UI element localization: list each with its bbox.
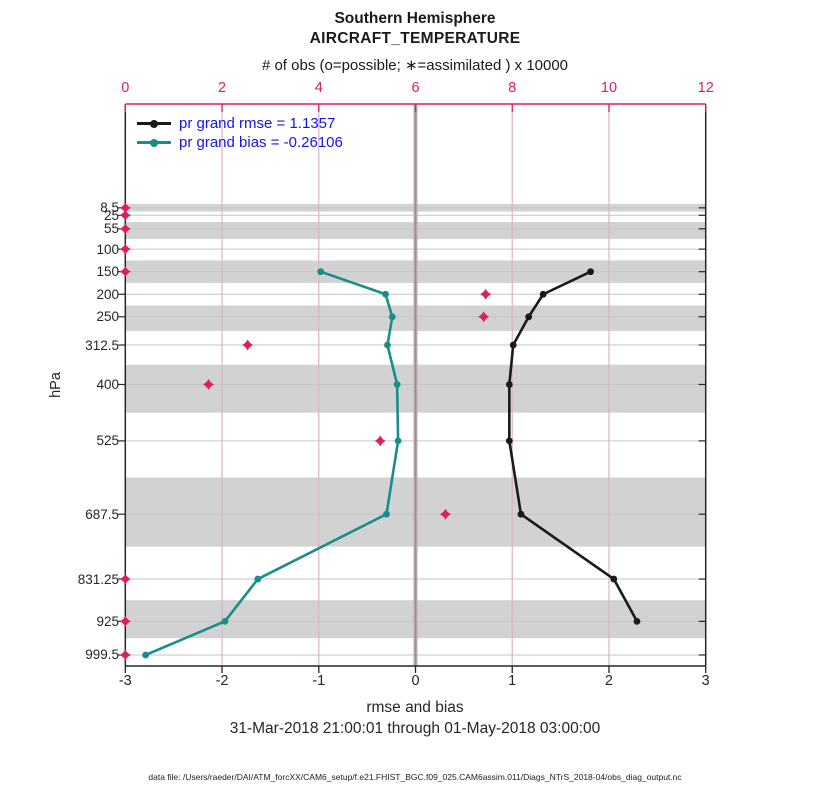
possible-circle-icon: [122, 268, 129, 275]
obs-count-marker: [202, 378, 215, 391]
top-axis-label: # of obs (o=possible; ∗=assimilated ) x …: [261, 57, 569, 74]
possible-circle-icon: [205, 381, 212, 388]
pr-grand-bias-point: [221, 617, 229, 625]
obs-count-marker: [119, 573, 131, 585]
bottom-axis-tick-label: 1: [508, 673, 517, 689]
possible-circle-icon: [122, 212, 129, 219]
obs-count-marker: [119, 266, 131, 278]
pr-grand-rmse-point: [610, 575, 618, 583]
pressure-level-label: 100: [96, 241, 119, 257]
pr-grand-rmse-point: [505, 437, 513, 445]
top-axis-tick-label: 6: [411, 80, 420, 96]
bottom-axis-tick-label: -2: [215, 673, 229, 689]
obs-count-marker: [374, 435, 386, 447]
possible-circle-icon: [122, 651, 129, 659]
pressure-level-label: 55: [103, 221, 119, 237]
pr-grand-bias-point: [388, 313, 396, 321]
y-axis-label: hPa: [48, 372, 64, 398]
pressure-level-label: 400: [96, 376, 119, 392]
bottom-axis-tick-label: -1: [312, 673, 326, 689]
obs-count-marker: [119, 223, 131, 235]
obs-count-marker: [119, 209, 131, 221]
possible-circle-icon: [122, 204, 129, 211]
possible-circle-icon: [244, 341, 251, 349]
possible-circle-icon: [442, 511, 449, 518]
legend-entry-label: pr grand rmse = 1.1357: [179, 115, 336, 132]
pr-grand-rmse-point: [587, 268, 594, 276]
pr-grand-bias-line: [144, 270, 400, 657]
possible-circle-icon: [122, 225, 129, 232]
pressure-level-label: 312.5: [85, 337, 119, 353]
obs-count-marker: [119, 202, 131, 214]
legend-entry: pr grand bias = -0.26106: [137, 133, 343, 152]
top-axis-tick-label: 4: [314, 80, 323, 96]
bottom-axis-tick-label: 0: [411, 673, 420, 689]
top-axis-tick-label: 8: [508, 80, 517, 96]
x-axis-label: rmse and bias: [366, 699, 464, 716]
pr-grand-rmse-point: [539, 290, 547, 298]
pr-grand-bias-point: [254, 575, 262, 583]
pr-grand-rmse-point: [517, 510, 525, 518]
pr-grand-rmse-point: [505, 381, 513, 388]
pr-grand-rmse-point: [525, 313, 533, 321]
obs-count-marker: [439, 508, 452, 520]
obs-count-marker: [119, 649, 131, 661]
pressure-level-label: 687.5: [85, 506, 119, 522]
pressure-level-label: 925: [96, 613, 119, 629]
bottom-axis-tick-label: -3: [118, 673, 132, 689]
top-axis-tick-label: 12: [697, 80, 714, 96]
obs-count-marker: [242, 339, 254, 351]
legend-line-marker-icon: [137, 138, 171, 148]
pressure-level-label: 525: [96, 433, 119, 449]
data-file-path: data file: /Users/raeder/DAI/ATM_forcXX/…: [148, 772, 682, 782]
legend-line-marker-icon: [137, 119, 171, 129]
time-span-label: 31-Mar-2018 21:00:01 through 01-May-2018…: [229, 720, 601, 737]
plot-title-region: Southern Hemisphere: [334, 10, 496, 27]
obs-count-marker: [478, 311, 490, 323]
possible-circle-icon: [480, 313, 487, 320]
legend-entry-label: pr grand bias = -0.26106: [179, 134, 343, 151]
possible-circle-icon: [482, 291, 489, 298]
obs-count-marker: [480, 288, 492, 300]
pr-grand-bias-point: [383, 510, 390, 518]
pr-grand-rmse-point: [509, 341, 517, 349]
pressure-level-label: 200: [96, 286, 119, 302]
possible-circle-icon: [122, 618, 129, 625]
pr-grand-rmse-point: [633, 617, 641, 625]
bottom-axis-tick-label: 3: [701, 673, 710, 689]
possible-circle-icon: [122, 575, 129, 583]
obs-count-marker: [119, 243, 131, 255]
pressure-level-label: 999.5: [85, 647, 119, 663]
top-axis-tick-label: 2: [217, 80, 227, 96]
pr-grand-bias-point: [393, 381, 401, 388]
obs-count-marker: [119, 615, 131, 627]
top-axis-tick-label: 0: [121, 80, 130, 96]
pressure-level-label: 150: [96, 264, 119, 280]
pr-grand-bias-point: [384, 341, 391, 349]
possible-circle-icon: [122, 246, 129, 253]
pr-grand-bias-point: [317, 268, 325, 276]
top-axis-tick-label: 10: [600, 80, 618, 96]
bottom-axis-tick-label: 2: [604, 673, 613, 689]
pressure-level-label: 831.25: [77, 571, 119, 587]
legend-entry: pr grand rmse = 1.1357: [137, 114, 343, 133]
pr-grand-bias-point: [142, 651, 150, 659]
plot-title-variable: AIRCRAFT_TEMPERATURE: [309, 30, 521, 47]
pr-grand-bias-point: [394, 437, 402, 445]
pressure-level-label: 250: [96, 309, 119, 325]
pressure-level-label: 8.5: [100, 200, 119, 216]
pressure-level-label: 25: [103, 207, 119, 223]
legend: pr grand rmse = 1.1357 pr grand bias = -0…: [137, 114, 343, 152]
pr-grand-bias-point: [382, 290, 389, 298]
possible-circle-icon: [377, 437, 384, 444]
